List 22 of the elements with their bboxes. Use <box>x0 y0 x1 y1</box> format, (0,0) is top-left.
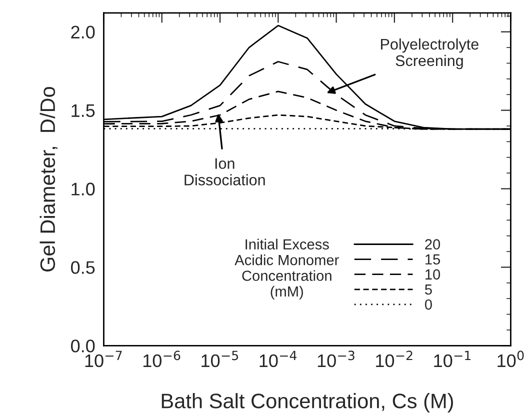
y-tick-label: 1.0 <box>72 182 95 196</box>
legend-label: 20 <box>425 239 440 250</box>
annotation: Ion Dissociation <box>184 158 265 186</box>
y-axis-title: Gel Diameter, D/Do <box>40 87 58 272</box>
x-tick-label: 10$^{−4}$ <box>260 350 297 368</box>
x-axis-title: Bath Salt Concentration, Cs (M) <box>162 393 453 412</box>
x-tick-label: 10$^{−6}$ <box>143 350 180 368</box>
legend-label: 10 <box>426 269 440 280</box>
y-tick-label: 2.0 <box>71 26 95 39</box>
annotation: Polyelectrolyte Screening <box>381 38 478 70</box>
y-tick-label: 0.0 <box>71 340 95 352</box>
x-tick-label: 10$^{−5}$ <box>202 350 238 368</box>
y-tick-label: 1.5 <box>72 104 95 118</box>
x-tick-label: 10$^{−2}$ <box>376 350 412 368</box>
y-tick-label: 0.5 <box>71 261 95 274</box>
legend-title: Initial Excess Acidic Monomer Concentration (mM) <box>234 238 339 300</box>
x-tick-label: 10$^{−1}$ <box>434 350 471 368</box>
legend-label: 0 <box>424 299 432 310</box>
legend-label: 15 <box>426 254 440 265</box>
legend-label: 5 <box>424 284 432 295</box>
x-tick-label: 10$^{−3}$ <box>318 350 354 368</box>
x-tick-label: 10$^{0}$ <box>498 350 524 368</box>
